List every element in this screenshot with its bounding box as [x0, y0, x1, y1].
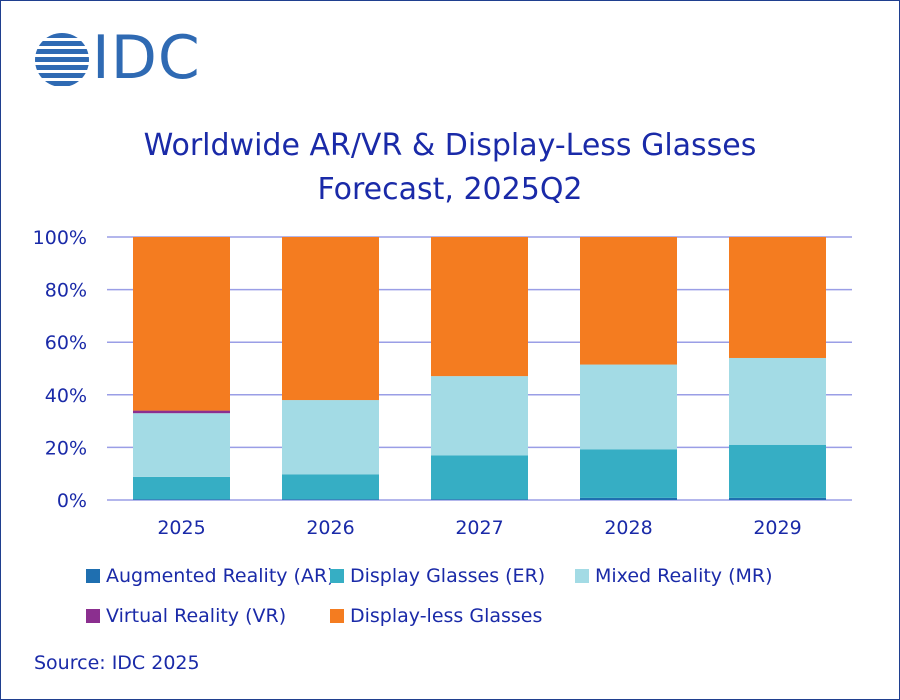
chart-title-line-1: Worldwide AR/VR & Display-Less Glasses	[143, 128, 757, 163]
bar-segment	[729, 357, 826, 445]
y-tick-label: 0%	[57, 490, 87, 512]
bar-segment	[282, 474, 379, 500]
legend-label: Mixed Reality (MR)	[595, 565, 773, 587]
bar-segment	[133, 499, 230, 500]
legend-swatch	[86, 569, 100, 583]
legend-item: Virtual Reality (VR)	[86, 605, 286, 627]
bar-segment	[133, 413, 230, 477]
y-tick-label: 100%	[33, 227, 87, 249]
legend-item: Augmented Reality (AR)	[86, 565, 335, 587]
y-tick-label: 60%	[45, 332, 87, 354]
logo-text: IDC	[92, 23, 201, 93]
chart-title-line-2: Forecast, 2025Q2	[317, 172, 583, 207]
bar-segment	[580, 364, 677, 450]
bar-segment	[431, 237, 528, 377]
x-tick-label: 2025	[157, 517, 205, 539]
legend-swatch	[575, 569, 589, 583]
bar-segment	[431, 376, 528, 456]
legend-swatch	[330, 569, 344, 583]
legend-label: Display Glasses (ER)	[350, 565, 546, 587]
legend-item: Display Glasses (ER)	[330, 565, 545, 587]
x-tick-label: 2027	[455, 517, 503, 539]
bar-segment	[282, 499, 379, 500]
x-tick-label: 2026	[306, 517, 354, 539]
y-tick-label: 80%	[45, 280, 87, 302]
legend-label: Display-less Glasses	[350, 605, 543, 627]
bar-segment	[729, 497, 826, 500]
bar-segment	[580, 449, 677, 498]
bar-segment	[282, 400, 379, 475]
x-tick-label: 2028	[604, 517, 652, 539]
legend-swatch	[86, 609, 100, 623]
legend-item: Mixed Reality (MR)	[575, 565, 773, 587]
legend-item: Display-less Glasses	[330, 605, 542, 627]
stacked-bar-chart: 0% 20% 40% 60% 80% 100% 2025 2026 2027 2028 2029	[33, 227, 852, 539]
y-tick-label: 20%	[45, 437, 87, 459]
y-tick-label: 40%	[45, 385, 87, 407]
bar-segment	[431, 455, 528, 500]
bar-segment	[133, 476, 230, 500]
globe-icon	[35, 33, 89, 86]
bar-segment	[282, 237, 379, 401]
legend-label: Augmented Reality (AR)	[106, 565, 335, 587]
bar-segment	[580, 497, 677, 500]
bar-segment	[133, 410, 230, 414]
legend-label: Virtual Reality (VR)	[106, 605, 287, 627]
x-tick-label: 2029	[753, 517, 801, 539]
bar-segment	[431, 499, 528, 500]
bar-segment	[133, 237, 230, 411]
bar-segment	[729, 237, 826, 358]
source-note: Source: IDC 2025	[34, 652, 200, 674]
bar-segment	[729, 444, 826, 498]
legend-swatch	[330, 609, 344, 623]
idc-logo: IDC	[34, 23, 234, 93]
bar-segment	[580, 237, 677, 365]
chart-title: Worldwide AR/VR & Display-Less Glasses F…	[0, 124, 900, 212]
